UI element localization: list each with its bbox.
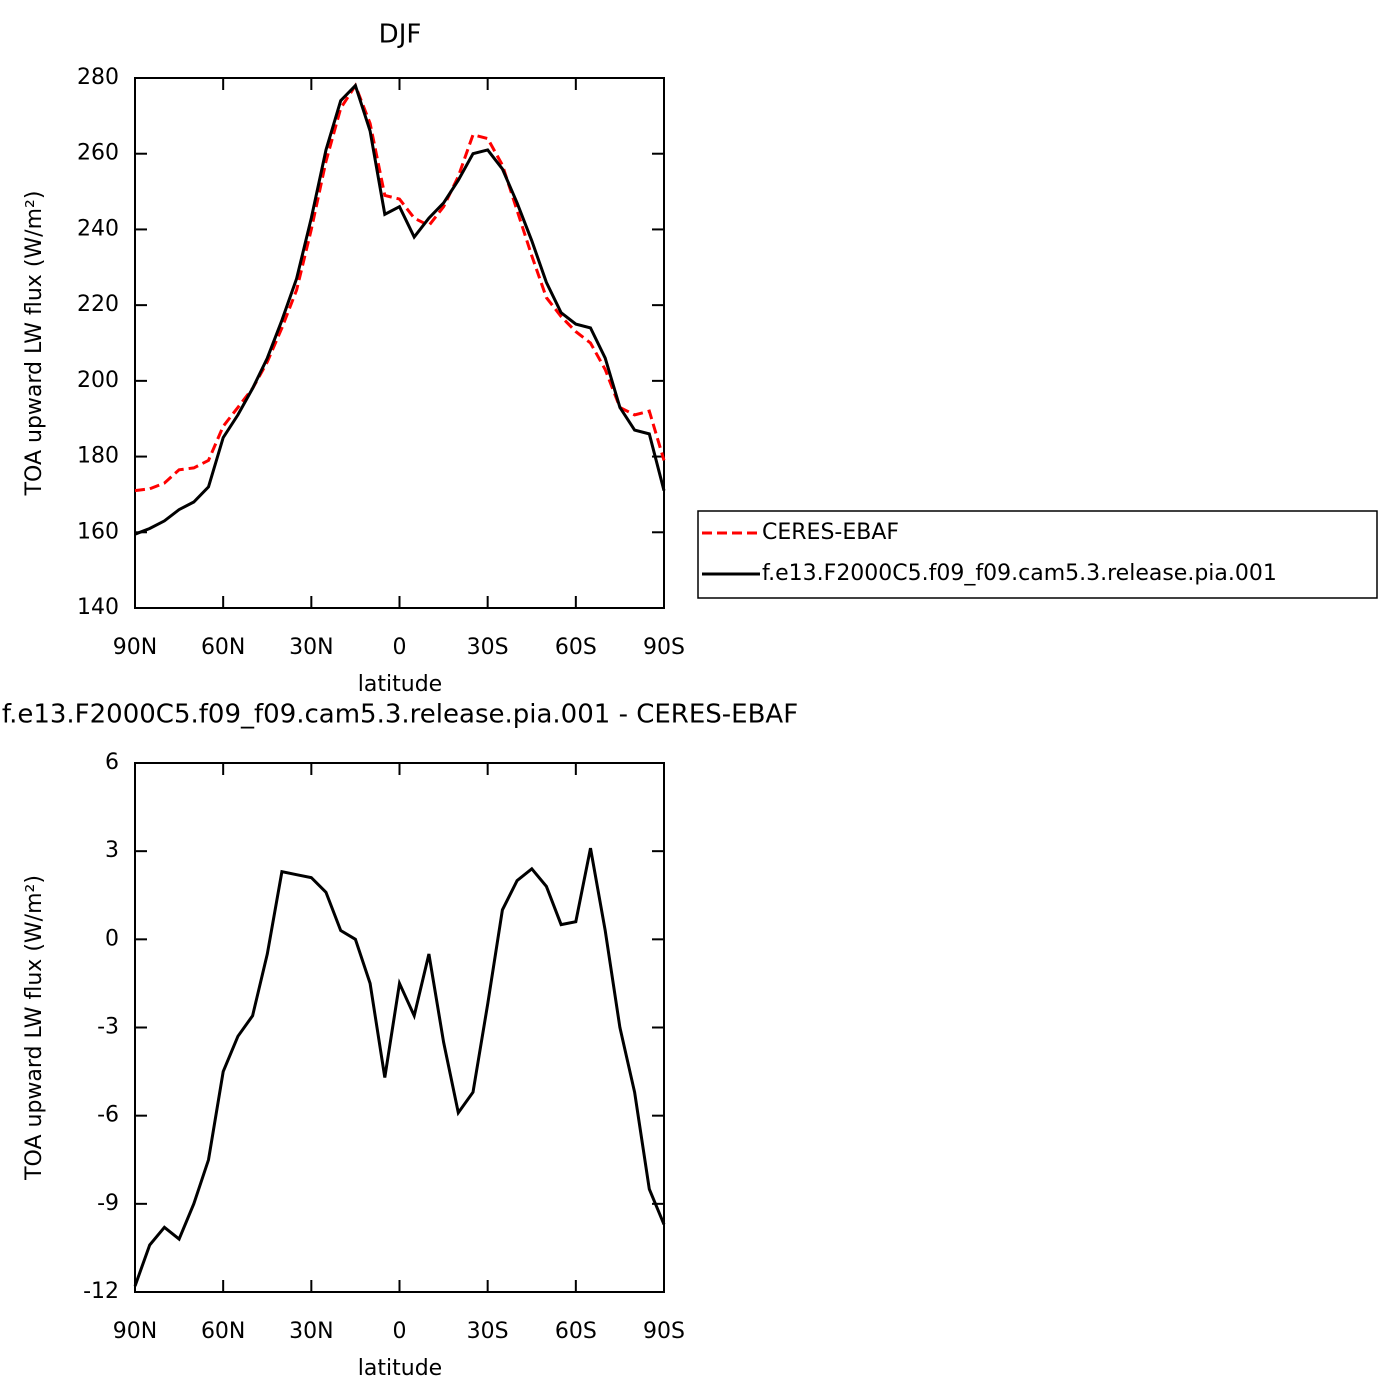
legend-label: CERES-EBAF xyxy=(762,520,899,545)
y-tick-label: -9 xyxy=(97,1191,119,1216)
data-line xyxy=(134,82,666,536)
x-tick-label: 60N xyxy=(201,1319,245,1344)
x-tick-label: 90N xyxy=(113,1319,157,1344)
plot-frame xyxy=(134,762,665,1293)
y-tick-label: 220 xyxy=(77,292,119,317)
y-tick-label: 240 xyxy=(77,216,119,241)
legend-label: f.e13.F2000C5.f09_f09.cam5.3.release.pia… xyxy=(762,561,1277,586)
y-tick-label: -12 xyxy=(83,1279,119,1304)
data-line xyxy=(133,847,666,1287)
y-tick-label: 200 xyxy=(77,368,119,393)
y-tick-label: -6 xyxy=(97,1103,119,1128)
x-tick-label: 30N xyxy=(289,635,333,660)
y-tick-label: 3 xyxy=(105,838,119,863)
x-tick-label: 60S xyxy=(555,1319,597,1344)
x-tick-label: 30N xyxy=(289,1319,333,1344)
x-tick-label: 0 xyxy=(393,1319,407,1344)
y-tick-label: -3 xyxy=(97,1015,119,1040)
y-tick-label: 160 xyxy=(77,519,119,544)
x-tick-label: 60N xyxy=(201,635,245,660)
x-axis-label: latitude xyxy=(358,1356,442,1381)
plot-frame xyxy=(134,77,665,609)
legend-box xyxy=(697,510,1378,599)
data-line xyxy=(134,82,666,493)
y-tick-label: 260 xyxy=(77,141,119,166)
y-tick-label: 180 xyxy=(77,444,119,469)
x-tick-label: 90N xyxy=(113,635,157,660)
x-tick-label: 90S xyxy=(643,1319,685,1344)
x-axis-label: latitude xyxy=(358,672,442,697)
x-tick-label: 90S xyxy=(643,635,685,660)
y-tick-label: 0 xyxy=(105,926,119,951)
y-axis-label: TOA upward LW flux (W/m²) xyxy=(22,191,47,497)
y-tick-label: 140 xyxy=(77,595,119,620)
x-tick-label: 30S xyxy=(467,1319,509,1344)
x-tick-label: 30S xyxy=(467,635,509,660)
y-axis-label: TOA upward LW flux (W/m²) xyxy=(22,875,47,1181)
y-tick-label: 6 xyxy=(105,750,119,775)
x-tick-label: 60S xyxy=(555,635,597,660)
chart-title: DJF xyxy=(379,20,422,50)
x-tick-label: 0 xyxy=(393,635,407,660)
y-tick-label: 280 xyxy=(77,65,119,90)
chart-title: f.e13.F2000C5.f09_f09.cam5.3.release.pia… xyxy=(2,700,798,730)
